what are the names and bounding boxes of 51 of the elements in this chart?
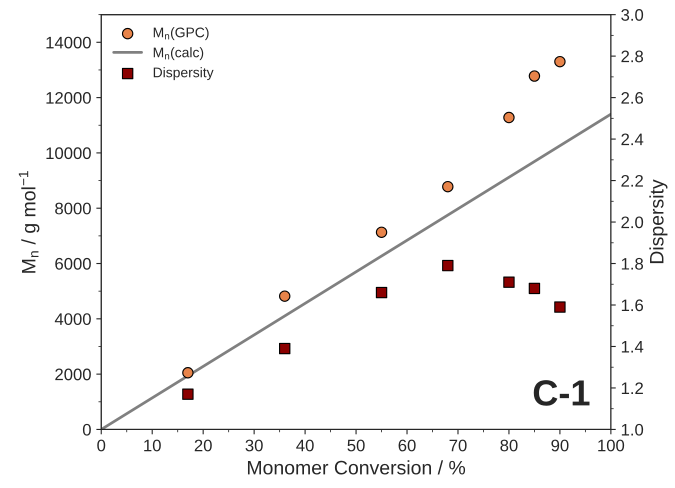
point bbox=[279, 342, 290, 354]
point bbox=[182, 388, 194, 400]
y2-axis-title: Dispersity bbox=[649, 179, 668, 264]
legend-label: Dispersity bbox=[154, 67, 214, 80]
x-tick-label: 10 bbox=[144, 440, 161, 452]
y2-tick-label: 1.0 bbox=[622, 424, 644, 436]
y2-tick-label: 1.8 bbox=[622, 258, 644, 270]
x-tick-label: 20 bbox=[194, 440, 212, 452]
point bbox=[528, 70, 540, 82]
y2-tick-label: 3.0 bbox=[621, 9, 644, 21]
point bbox=[554, 56, 566, 68]
y-axis-title: M$_{n}$ / g mol$^{−1}$ bbox=[18, 171, 40, 273]
x-tick-label: 80 bbox=[500, 440, 518, 452]
y2-tick-label: 2.4 bbox=[621, 133, 644, 146]
y2-tick-label: 2.8 bbox=[621, 50, 644, 62]
y-tick-label: 4000 bbox=[54, 313, 91, 326]
y-tick-label: 6000 bbox=[55, 258, 91, 270]
annotation: C-1 bbox=[534, 380, 590, 406]
x-tick-label: 100 bbox=[598, 440, 624, 452]
point bbox=[442, 260, 454, 272]
x-tick-label: 30 bbox=[246, 440, 263, 452]
point bbox=[182, 367, 194, 378]
point bbox=[376, 226, 388, 238]
y-tick-label: 14000 bbox=[46, 36, 91, 48]
x-axis-title: Monomer Conversion / % bbox=[248, 460, 466, 475]
point bbox=[503, 112, 515, 124]
y2-tick-label: 2.0 bbox=[621, 216, 644, 228]
x-tick-label: 0 bbox=[97, 440, 106, 452]
y-tick-label: 12000 bbox=[46, 92, 91, 104]
y2-tick-label: 2.2 bbox=[621, 174, 643, 187]
point bbox=[503, 276, 515, 288]
x-tick-label: 50 bbox=[347, 440, 365, 452]
x-tick-label: 60 bbox=[398, 440, 416, 452]
y-tick-label: 8000 bbox=[55, 202, 91, 214]
x-tick-label: 70 bbox=[450, 440, 467, 452]
x-tick-label: 90 bbox=[551, 440, 569, 452]
point bbox=[376, 286, 388, 298]
y2-tick-label: 1.6 bbox=[622, 299, 644, 312]
y-tick-label: 0 bbox=[82, 424, 91, 436]
point bbox=[279, 290, 290, 302]
x-tick-label: 40 bbox=[296, 440, 314, 452]
y2-tick-label: 1.2 bbox=[622, 382, 643, 394]
point bbox=[442, 180, 454, 192]
y-tick-label: 2000 bbox=[55, 368, 91, 380]
legend-label: M$_{n}$(calc) bbox=[154, 47, 204, 60]
y-tick-label: 10000 bbox=[46, 147, 91, 160]
y2-tick-label: 2.6 bbox=[621, 92, 644, 104]
point bbox=[554, 301, 566, 313]
legend-label: M$_{n}$(GPC) bbox=[154, 27, 209, 40]
y2-tick-label: 1.4 bbox=[622, 341, 644, 353]
point bbox=[528, 282, 540, 294]
